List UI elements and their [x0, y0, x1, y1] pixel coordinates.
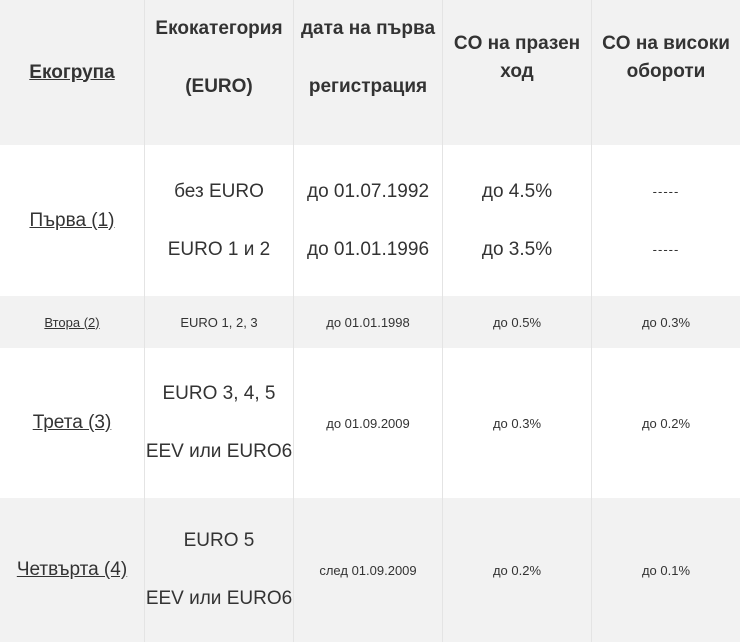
header-co-idle-line2: ход [500, 61, 534, 82]
category-value: EEV или EURO6 [145, 588, 293, 609]
header-co-idle: CO на празен ход [443, 0, 592, 145]
date-value: до 01.01.1998 [326, 314, 410, 330]
group-third-co-high: до 0.2% [592, 348, 740, 498]
group-second-link[interactable]: Втора (2) [44, 314, 100, 330]
group-second-co-idle: до 0.5% [443, 296, 592, 348]
group-third-date: до 01.09.2009 [294, 348, 443, 498]
co-idle-value: до 0.2% [492, 562, 542, 578]
group-second-cell: Втора (2) [0, 296, 145, 348]
group-first-link[interactable]: Първа (1) [29, 209, 115, 231]
co-idle-value: до 0.3% [492, 415, 542, 431]
header-co-high-line1: CO на високи [602, 33, 730, 54]
category-value: EURO 5 [183, 530, 255, 551]
group-fourth-cell: Четвърта (4) [0, 498, 145, 642]
group-first-dates: до 01.07.1992 до 01.01.1996 [294, 145, 443, 296]
group-second-category: EURO 1, 2, 3 [145, 296, 294, 348]
group-fourth-date: след 01.09.2009 [294, 498, 443, 642]
date-value: до 01.09.2009 [326, 415, 410, 431]
header-co-high-line2: обороти [626, 61, 706, 82]
co-high-value: ----- [652, 241, 680, 257]
group-second-co-high: до 0.3% [592, 296, 740, 348]
category-value: EEV или EURO6 [145, 441, 293, 462]
group-third-cell: Трета (3) [0, 348, 145, 498]
co-idle-value: до 3.5% [481, 238, 553, 260]
co-high-value: ----- [652, 183, 680, 199]
co-high-value: до 0.3% [641, 314, 691, 330]
group-fourth-co-idle: до 0.2% [443, 498, 592, 642]
group-third-link[interactable]: Трета (3) [32, 412, 112, 433]
date-value: след 01.09.2009 [319, 562, 417, 578]
group-third-categories: EURO 3, 4, 5 EEV или EURO6 [145, 348, 294, 498]
group-first-cell: Първа (1) [0, 145, 145, 296]
group-first-co-high: ----- ----- [592, 145, 740, 296]
date-value: до 01.01.1996 [306, 238, 430, 260]
category-value: EURO 1, 2, 3 [180, 314, 258, 330]
co-idle-value: до 0.5% [492, 314, 542, 330]
category-value: без EURO [174, 180, 264, 202]
co-high-value: до 0.1% [641, 562, 691, 578]
group-fourth-co-high: до 0.1% [592, 498, 740, 642]
header-registration-line1: дата на първа [300, 18, 436, 39]
header-ecocategory: Екокатегория (EURO) [145, 0, 294, 145]
group-fourth-link[interactable]: Четвърта (4) [16, 559, 128, 580]
group-fourth-categories: EURO 5 EEV или EURO6 [145, 498, 294, 642]
header-co-high: CO на високи обороти [592, 0, 740, 145]
header-registration-date: дата на първа регистрация [294, 0, 443, 145]
header-co-idle-line1: CO на празен [453, 33, 581, 54]
date-value: до 01.07.1992 [306, 180, 430, 202]
co-high-value: до 0.2% [641, 415, 691, 431]
header-registration-line2: регистрация [308, 76, 428, 97]
group-first-categories: без EURO EURO 1 и 2 [145, 145, 294, 296]
group-first-co-idle: до 4.5% до 3.5% [443, 145, 592, 296]
header-ecocategory-line2: (EURO) [185, 76, 253, 97]
group-third-co-idle: до 0.3% [443, 348, 592, 498]
co-idle-value: до 4.5% [481, 180, 553, 202]
category-value: EURO 1 и 2 [167, 238, 271, 260]
header-ecogroup: Екогрупа [0, 0, 145, 145]
group-second-date: до 01.01.1998 [294, 296, 443, 348]
header-ecocategory-line1: Екокатегория [155, 18, 283, 39]
category-value: EURO 3, 4, 5 [162, 383, 276, 404]
header-ecogroup-label: Екогрупа [29, 61, 115, 83]
